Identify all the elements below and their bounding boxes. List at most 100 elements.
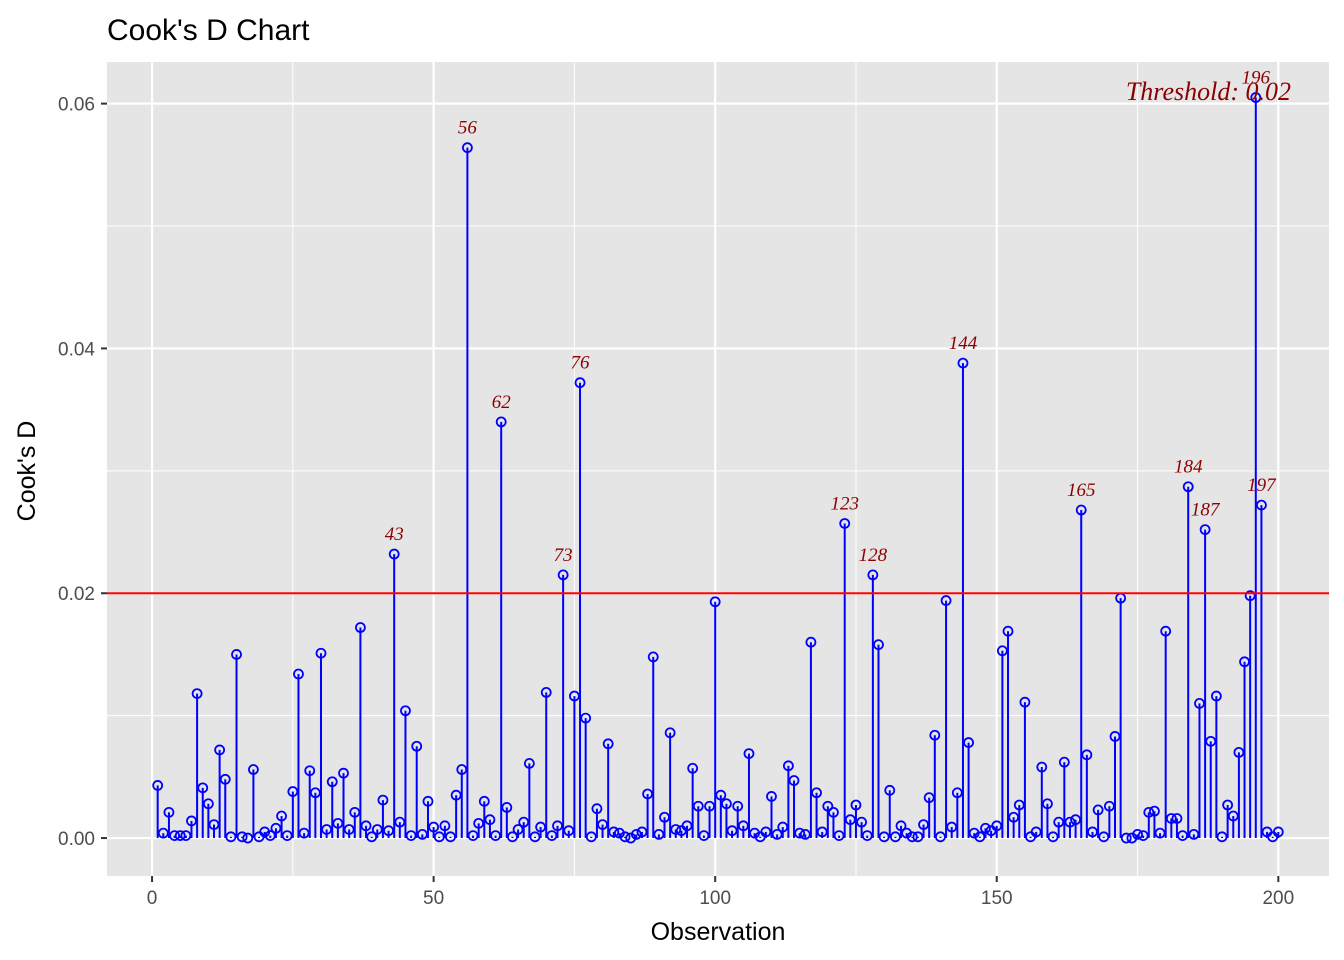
data-point bbox=[349, 806, 361, 818]
data-point bbox=[743, 748, 755, 759]
data-point bbox=[664, 727, 676, 739]
data-point bbox=[309, 787, 321, 799]
chart-title: Cook's D Chart bbox=[107, 14, 310, 47]
data-point bbox=[912, 831, 924, 843]
data-point bbox=[1075, 504, 1087, 516]
data-point bbox=[467, 830, 479, 842]
data-point bbox=[822, 800, 834, 812]
data-point bbox=[1070, 814, 1081, 826]
data-point bbox=[214, 744, 226, 756]
data-point bbox=[833, 830, 845, 842]
data-point bbox=[1092, 804, 1104, 816]
data-point bbox=[355, 622, 366, 633]
data-point bbox=[1030, 826, 1042, 838]
data-point bbox=[940, 595, 952, 606]
data-point bbox=[462, 142, 473, 154]
data-point bbox=[484, 814, 496, 826]
outlier-label: 128 bbox=[859, 545, 888, 566]
data-point bbox=[906, 831, 918, 843]
data-point bbox=[687, 762, 699, 774]
data-point bbox=[681, 820, 693, 832]
data-point bbox=[1137, 830, 1149, 842]
data-point bbox=[191, 688, 203, 700]
outlier-label: 197 bbox=[1247, 475, 1277, 496]
outlier-label: 76 bbox=[571, 353, 591, 374]
x-tick-label: 0 bbox=[147, 888, 158, 909]
data-point bbox=[591, 803, 603, 815]
x-tick-label: 50 bbox=[423, 888, 444, 909]
data-point bbox=[788, 775, 800, 786]
data-point bbox=[523, 757, 535, 769]
outlier-label: 165 bbox=[1067, 480, 1096, 501]
data-point bbox=[186, 815, 197, 827]
data-point bbox=[1256, 499, 1267, 511]
data-point bbox=[732, 800, 744, 812]
data-point bbox=[1250, 92, 1262, 103]
outlier-label: 184 bbox=[1174, 457, 1203, 478]
data-point bbox=[281, 830, 293, 842]
outlier-label: 43 bbox=[385, 524, 404, 545]
data-point bbox=[957, 357, 969, 369]
data-point bbox=[1008, 811, 1020, 823]
outlier-label: 144 bbox=[949, 333, 978, 354]
data-point bbox=[557, 569, 569, 581]
data-point bbox=[597, 819, 608, 830]
x-tick-label: 150 bbox=[981, 888, 1013, 909]
data-point bbox=[411, 740, 423, 752]
data-point bbox=[456, 764, 468, 775]
data-point bbox=[371, 824, 383, 835]
y-axis-title: Cook's D bbox=[13, 421, 41, 522]
data-point bbox=[1047, 831, 1059, 843]
data-point bbox=[405, 830, 417, 842]
data-point bbox=[889, 831, 901, 843]
data-point bbox=[777, 821, 789, 833]
data-point bbox=[433, 831, 445, 843]
y-tick-label: 0.06 bbox=[58, 95, 95, 116]
data-point bbox=[1081, 749, 1093, 761]
data-point bbox=[704, 800, 715, 812]
data-point bbox=[963, 737, 974, 748]
data-point bbox=[1272, 826, 1284, 838]
outlier-label: 123 bbox=[830, 493, 859, 514]
data-point bbox=[850, 799, 862, 811]
data-point bbox=[1233, 746, 1245, 758]
data-point bbox=[608, 826, 620, 838]
data-point bbox=[1216, 831, 1228, 843]
data-point bbox=[726, 825, 738, 837]
data-point bbox=[298, 827, 310, 839]
data-point bbox=[174, 830, 186, 842]
data-point bbox=[1036, 761, 1048, 773]
data-point bbox=[157, 827, 169, 839]
outlier-label: 196 bbox=[1242, 67, 1271, 88]
y-tick-label: 0.02 bbox=[58, 584, 95, 605]
data-point bbox=[529, 831, 541, 843]
data-point bbox=[698, 830, 710, 842]
data-point bbox=[991, 820, 1003, 832]
data-point bbox=[535, 821, 547, 833]
x-tick-label: 100 bbox=[699, 888, 731, 909]
y-tick-label: 0.00 bbox=[58, 829, 95, 850]
data-point bbox=[219, 773, 231, 785]
data-point bbox=[782, 760, 794, 772]
data-point bbox=[816, 826, 828, 838]
data-point bbox=[270, 822, 282, 834]
data-point bbox=[1227, 810, 1239, 822]
data-point bbox=[400, 705, 411, 717]
data-point bbox=[242, 832, 254, 844]
data-point bbox=[293, 668, 304, 680]
data-point bbox=[619, 831, 631, 843]
data-point bbox=[416, 828, 428, 840]
data-point bbox=[501, 802, 513, 813]
data-point bbox=[1053, 816, 1065, 828]
data-point bbox=[918, 819, 929, 830]
data-point bbox=[1042, 798, 1053, 810]
data-point bbox=[569, 690, 580, 702]
outlier-label: 187 bbox=[1191, 500, 1221, 521]
data-point bbox=[197, 782, 209, 794]
data-point bbox=[929, 729, 941, 741]
data-point bbox=[315, 647, 327, 659]
data-point bbox=[839, 518, 851, 529]
threshold-label: Threshold: 0.02 bbox=[1126, 77, 1291, 106]
data-point bbox=[264, 830, 276, 842]
